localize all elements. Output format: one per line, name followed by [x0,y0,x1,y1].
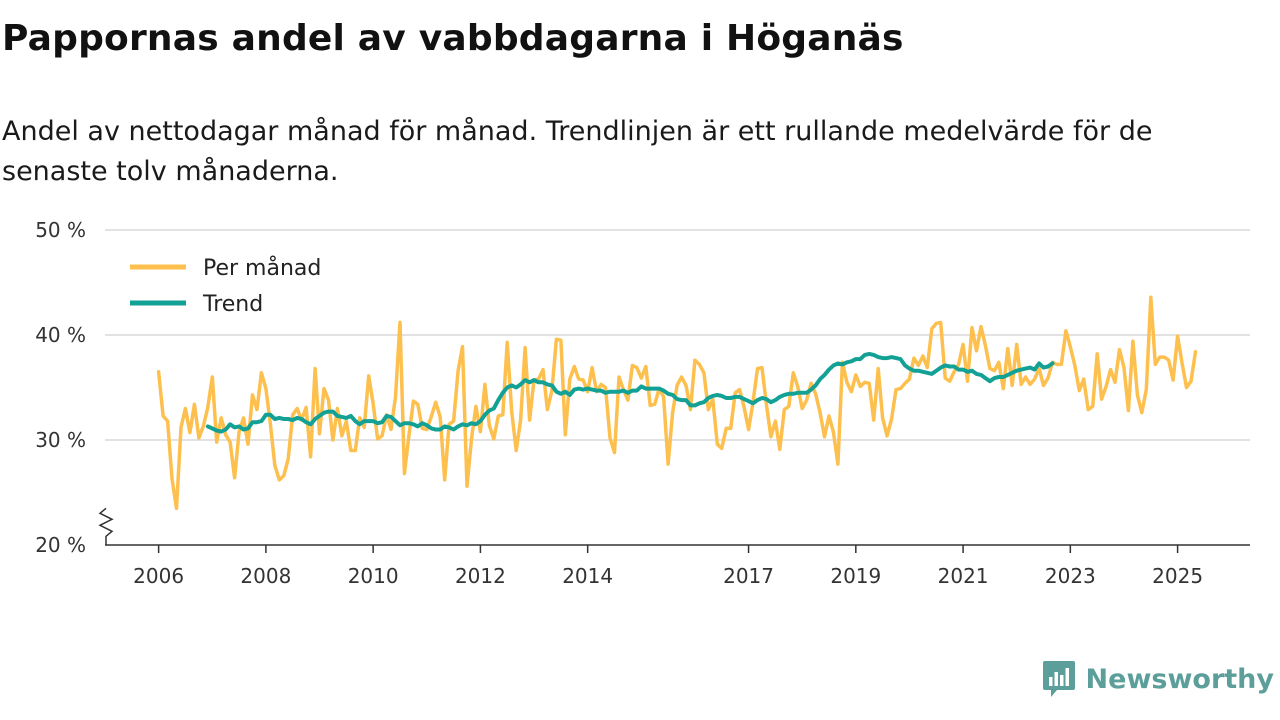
y-tick-label: 50 % [35,218,86,242]
series-line-trend [205,351,1055,434]
x-tick-label: 2010 [348,564,399,588]
y-tick-label: 20 % [35,533,86,557]
axis-break-icon [98,507,114,545]
x-tick-label: 2017 [723,564,774,588]
gridlines [105,229,1250,441]
y-tick-label: 40 % [35,323,86,347]
x-tick-label: 2019 [830,564,881,588]
chart-subtitle: Andel av nettodagar månad för månad. Tre… [2,116,1153,187]
legend-label: Per månad [203,255,321,281]
chart-title: Pappornas andel av vabbdagarna i Höganäs [2,18,904,59]
newsworthy-logo-icon [1042,661,1075,697]
x-tick-label: 2012 [455,564,506,588]
series-line-per-manad [156,295,1198,511]
legend: Per månad Trend [130,255,321,317]
x-tick-label: 2023 [1045,564,1096,588]
y-tick-label: 30 % [35,428,86,452]
axes: 20 % 30 % 40 % 50 % 2006 2008 2010 2012 2014 2017… [35,218,1250,588]
brand-name: Newsworthy [1085,663,1274,695]
newsworthy-brand[interactable]: Newsworthy [1042,660,1274,698]
x-tick-label: 2008 [240,564,291,588]
x-tick-label: 2025 [1152,564,1203,588]
series [156,295,1198,511]
legend-label: Trend [202,292,263,317]
x-tick-label: 2006 [133,564,184,588]
x-tick-label: 2014 [562,564,613,588]
x-tick-label: 2021 [938,564,989,588]
